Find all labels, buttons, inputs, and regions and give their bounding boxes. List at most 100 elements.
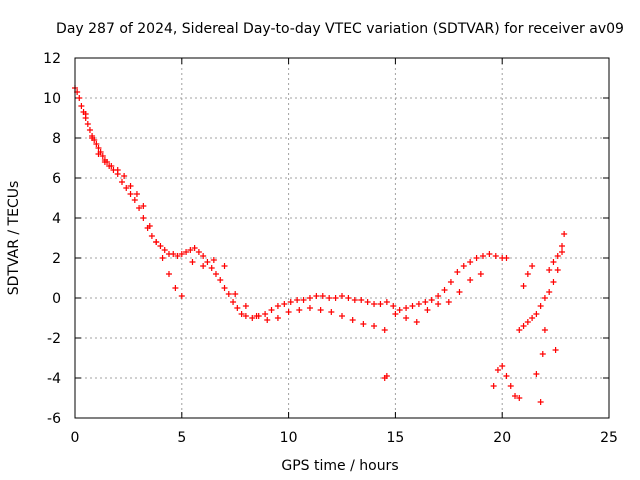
data-point bbox=[473, 255, 480, 261]
data-point bbox=[127, 183, 134, 189]
x-tick-label: 20 bbox=[493, 430, 511, 446]
data-point bbox=[358, 297, 365, 303]
data-point bbox=[494, 367, 501, 373]
data-point bbox=[300, 297, 307, 303]
data-point bbox=[78, 103, 85, 109]
data-point bbox=[360, 321, 367, 327]
y-axis-label: SDTVAR / TECUs bbox=[6, 181, 22, 296]
data-point bbox=[403, 305, 410, 311]
x-tick-label: 10 bbox=[280, 430, 298, 446]
x-axis-label: GPS time / hours bbox=[281, 458, 398, 474]
data-series bbox=[490, 231, 568, 405]
data-point bbox=[328, 309, 335, 315]
data-series bbox=[516, 249, 566, 333]
data-point bbox=[550, 279, 557, 285]
data-point bbox=[210, 257, 217, 263]
y-tick-label: -4 bbox=[47, 371, 61, 387]
data-point bbox=[339, 293, 345, 299]
grid-layer bbox=[75, 58, 609, 418]
data-point bbox=[123, 185, 130, 191]
data-point bbox=[225, 291, 232, 297]
data-point bbox=[195, 249, 202, 255]
data-point bbox=[516, 327, 523, 333]
data-point bbox=[172, 285, 179, 291]
data-point bbox=[533, 371, 540, 377]
data-point bbox=[189, 259, 196, 265]
data-point bbox=[281, 301, 288, 307]
data-point bbox=[559, 243, 566, 249]
x-tick-label: 5 bbox=[177, 430, 186, 446]
x-tick-label: 15 bbox=[386, 430, 404, 446]
data-point bbox=[424, 307, 431, 313]
data-point bbox=[546, 289, 553, 295]
data-point bbox=[200, 253, 207, 259]
data-point bbox=[148, 233, 155, 239]
data-point bbox=[114, 167, 121, 173]
data-point bbox=[520, 283, 527, 289]
data-point bbox=[390, 303, 397, 309]
data-point bbox=[95, 145, 102, 151]
data-point bbox=[541, 295, 548, 301]
data-point bbox=[499, 363, 506, 369]
data-point bbox=[319, 293, 326, 299]
data-point bbox=[200, 263, 207, 269]
data-point bbox=[234, 305, 241, 311]
data-point bbox=[204, 259, 211, 265]
plot-frame bbox=[74, 57, 610, 419]
data-point bbox=[364, 299, 371, 305]
data-point bbox=[178, 251, 185, 257]
data-point bbox=[306, 295, 313, 301]
data-point bbox=[264, 317, 271, 323]
data-point bbox=[537, 399, 544, 405]
data-point bbox=[95, 151, 102, 157]
data-point bbox=[559, 249, 566, 255]
data-point bbox=[140, 203, 147, 209]
data-point bbox=[552, 347, 559, 353]
data-point bbox=[133, 191, 140, 197]
y-tick-label: 12 bbox=[43, 51, 61, 67]
data-point bbox=[415, 301, 422, 307]
data-point bbox=[253, 313, 260, 319]
data-point bbox=[520, 323, 527, 329]
data-point bbox=[503, 255, 510, 261]
data-point bbox=[178, 293, 185, 299]
data-point bbox=[541, 327, 548, 333]
data-point bbox=[108, 163, 115, 169]
data-point bbox=[383, 299, 390, 305]
data-point bbox=[550, 259, 557, 265]
data-point bbox=[287, 299, 294, 305]
data-point bbox=[306, 305, 313, 311]
data-point bbox=[351, 297, 358, 303]
data-point bbox=[392, 311, 399, 317]
data-point bbox=[191, 245, 198, 251]
data-point bbox=[82, 111, 89, 117]
data-point bbox=[554, 253, 561, 259]
data-point bbox=[238, 311, 245, 317]
data-point bbox=[479, 253, 486, 259]
data-point bbox=[89, 135, 96, 141]
data-point bbox=[84, 121, 91, 127]
data-point bbox=[529, 263, 536, 269]
y-tick-label: -6 bbox=[47, 411, 61, 427]
data-point bbox=[161, 247, 168, 253]
data-point bbox=[428, 297, 435, 303]
data-point bbox=[131, 197, 138, 203]
data-point bbox=[435, 301, 442, 307]
data-point bbox=[183, 249, 190, 255]
data-point bbox=[492, 253, 499, 259]
data-point bbox=[326, 295, 333, 301]
data-point bbox=[317, 307, 324, 313]
data-point bbox=[339, 313, 345, 319]
data-point bbox=[165, 271, 172, 277]
y-tick-label: 4 bbox=[52, 211, 61, 227]
data-point bbox=[159, 255, 166, 261]
data-point bbox=[285, 309, 292, 315]
data-point bbox=[262, 311, 269, 317]
data-point bbox=[221, 285, 228, 291]
data-point bbox=[93, 141, 100, 147]
data-point bbox=[101, 159, 108, 165]
data-point bbox=[490, 383, 497, 389]
data-point bbox=[99, 153, 106, 159]
data-point bbox=[232, 291, 239, 297]
